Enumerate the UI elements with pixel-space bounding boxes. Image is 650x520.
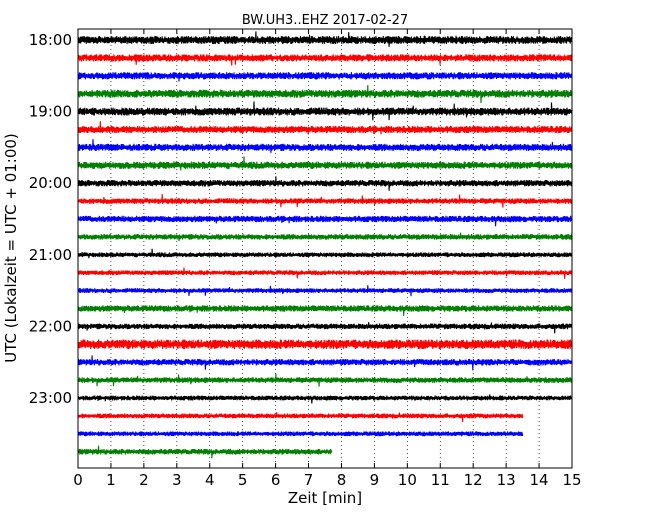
seismic-trace	[77, 156, 573, 171]
seismic-trace	[77, 355, 573, 371]
x-tick-label: 13	[497, 471, 516, 489]
seismic-trace	[77, 232, 573, 242]
x-tick-label: 8	[337, 471, 347, 489]
x-tick-label: 12	[464, 471, 483, 489]
seismic-trace	[77, 445, 333, 459]
x-tick-label: 2	[139, 471, 149, 489]
x-axis-title: Zeit [min]	[288, 489, 362, 507]
seismic-trace	[77, 285, 573, 297]
seismic-trace	[77, 72, 573, 82]
seismic-trace	[77, 53, 573, 66]
seismic-trace	[77, 394, 573, 404]
x-tick-label: 14	[530, 471, 549, 489]
seismic-trace	[77, 248, 573, 259]
chart-title: BW.UH3..EHZ 2017-02-27	[242, 13, 408, 28]
seismic-trace	[77, 305, 573, 316]
axis-ticks: 0 1 2 3 4 5 6 7 8 9 10 11 12 13 14 1518:0019:0020:0021:…	[29, 29, 582, 489]
seismic-trace	[77, 85, 573, 104]
x-tick-label: 7	[304, 471, 314, 489]
x-tick-label: 3	[172, 471, 182, 489]
x-tick-label: 9	[370, 471, 380, 489]
y-tick-label: 18:00	[29, 31, 72, 49]
y-tick-label: 21:00	[29, 246, 72, 264]
seismic-trace	[77, 339, 573, 350]
seismic-trace	[77, 215, 573, 227]
seismic-trace	[77, 176, 573, 191]
y-axis-title: UTC (Lokalzeit = UTC + 01:00)	[2, 133, 20, 363]
seismic-traces	[77, 31, 573, 459]
x-tick-label: 6	[271, 471, 281, 489]
seismic-trace	[77, 431, 524, 437]
seismic-trace	[77, 373, 573, 387]
seismic-trace	[77, 101, 573, 121]
plot-frame	[77, 28, 573, 469]
y-tick-label: 22:00	[29, 317, 72, 335]
y-tick-label: 19:00	[29, 103, 72, 121]
x-tick-label: 5	[238, 471, 248, 489]
seismic-trace	[77, 193, 573, 208]
seismic-trace	[77, 139, 573, 153]
x-tick-label: 0	[73, 471, 83, 489]
x-tick-label: 10	[398, 471, 417, 489]
seismic-trace	[77, 412, 524, 422]
seismic-trace	[77, 322, 573, 334]
x-tick-label: 1	[106, 471, 116, 489]
y-tick-label: 23:00	[29, 389, 72, 407]
seismic-trace	[77, 267, 573, 279]
seismic-trace	[77, 31, 573, 47]
x-tick-label: 11	[431, 471, 450, 489]
seismic-trace	[77, 121, 573, 135]
x-tick-label: 4	[205, 471, 215, 489]
x-tick-label: 15	[562, 471, 581, 489]
y-tick-label: 20:00	[29, 174, 72, 192]
